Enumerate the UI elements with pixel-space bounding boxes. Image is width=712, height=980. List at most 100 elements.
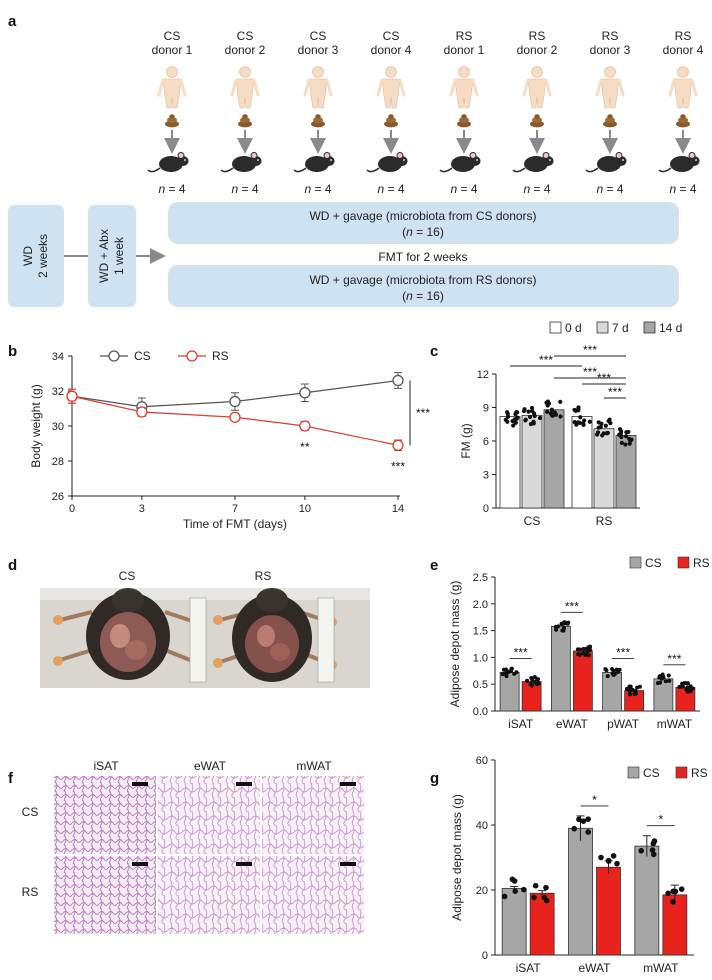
legend-swatch <box>675 766 688 779</box>
stool-base <box>311 120 325 128</box>
y-tick-label: 1.5 <box>473 626 488 638</box>
mouse-icon <box>220 152 262 173</box>
mouse-ear <box>615 152 623 159</box>
box-rs-line1: WD + gavage (microbiota from RS donors) <box>309 273 536 287</box>
data-dot <box>603 423 608 428</box>
ruler-left <box>189 597 207 683</box>
data-dot <box>558 399 563 404</box>
data-dot <box>588 648 593 653</box>
data-dot <box>627 689 632 694</box>
y-tick-label: 28 <box>52 456 64 468</box>
legend-marker <box>108 350 120 362</box>
n-value: = 4 <box>603 182 624 196</box>
bar-cs <box>602 672 623 712</box>
data-dot <box>637 684 642 689</box>
human-head <box>458 66 470 78</box>
mouse-ear <box>396 152 404 159</box>
data-dot <box>670 898 676 905</box>
legend-marker <box>186 350 198 362</box>
data-dot <box>501 667 506 672</box>
x-tick-label: mWAT <box>657 717 693 731</box>
histology-image <box>54 856 156 934</box>
data-dot <box>627 441 632 446</box>
box-rs-line2: (n = 16) <box>402 289 444 303</box>
human-icon <box>449 66 479 109</box>
histology-column-label: eWAT <box>194 759 227 773</box>
n-value: = 4 <box>530 182 551 196</box>
chart-adipose-depots: 0.0 0.5 1.0 1.5 2.0 2.5 Adipose depot mass (g)… <box>448 556 710 731</box>
data-dot <box>521 408 527 414</box>
mouse-body <box>451 156 475 172</box>
data-dot <box>558 414 563 419</box>
bar-cs <box>501 887 527 956</box>
legend-label: CS <box>134 349 151 363</box>
stool-mid <box>678 117 688 123</box>
data-dot <box>610 853 617 859</box>
bar-rs <box>596 866 621 956</box>
n-symbol: n <box>231 182 238 196</box>
legend-label: 14 d <box>659 321 682 335</box>
x-tick-label: eWAT <box>556 717 589 731</box>
x-axis-label: Time of FMT (days) <box>183 517 287 531</box>
mouse-ear <box>323 152 331 159</box>
step1-line2: 2 weeks <box>36 234 50 278</box>
data-dot <box>576 420 581 425</box>
significance-label: *** <box>539 353 553 367</box>
n-value: = 4 <box>457 182 478 196</box>
data-dot <box>623 442 628 447</box>
stool-base <box>457 120 471 128</box>
data-point-cs <box>299 387 311 399</box>
data-dot <box>665 890 671 897</box>
legend-label: CS <box>645 556 662 570</box>
human-arms <box>230 78 260 97</box>
mouse-ear <box>250 152 258 159</box>
data-dot <box>511 423 516 428</box>
data-dot <box>530 408 535 414</box>
human-icon <box>157 66 187 109</box>
data-dot <box>587 419 592 424</box>
data-dot <box>618 429 624 434</box>
x-tick-label: eWAT <box>579 961 612 975</box>
data-dot <box>583 652 588 657</box>
mouse-body <box>378 156 402 172</box>
donor-group: CS <box>383 29 400 43</box>
panel-label-f: f <box>8 770 14 787</box>
human-head <box>604 66 616 78</box>
significance-label: *** <box>667 652 681 666</box>
y-tick-label: 0.0 <box>473 706 488 718</box>
box-cs-line1: WD + gavage (microbiota from CS donors) <box>309 209 536 223</box>
y-tick-label: 40 <box>476 820 488 832</box>
data-dot <box>543 884 549 891</box>
x-tick-label: 0 <box>69 503 75 515</box>
histology-column-label: mWAT <box>296 759 332 773</box>
data-dot <box>680 684 685 689</box>
mouse-tail <box>512 167 526 173</box>
bar-rs <box>675 687 696 712</box>
scale-bar <box>340 862 356 866</box>
data-dot <box>529 683 534 688</box>
data-point-rs <box>66 390 78 402</box>
donor-label: donor 3 <box>590 43 631 57</box>
donor-group: CS <box>237 29 254 43</box>
human-head <box>677 66 689 78</box>
data-dot <box>549 407 555 412</box>
y-tick-label: 0 <box>483 503 489 515</box>
y-tick-label: 26 <box>52 491 64 503</box>
mouse-tail <box>439 167 453 173</box>
significance-label: *** <box>583 365 597 379</box>
donor-group: RS <box>602 29 619 43</box>
donor-group: RS <box>529 29 546 43</box>
stool-base <box>238 120 252 128</box>
human-body <box>308 78 328 109</box>
mouse-body <box>305 156 329 172</box>
data-dot <box>614 860 620 867</box>
legend-label: RS <box>691 766 708 780</box>
legend-swatch <box>629 556 642 569</box>
bar-cs <box>499 672 520 712</box>
mouse-eye <box>403 159 405 161</box>
donor-group: CS <box>310 29 327 43</box>
donor-group: CS <box>164 29 181 43</box>
donor-label: donor 1 <box>152 43 193 57</box>
bar-0d <box>571 416 593 509</box>
stool-top <box>534 114 540 119</box>
